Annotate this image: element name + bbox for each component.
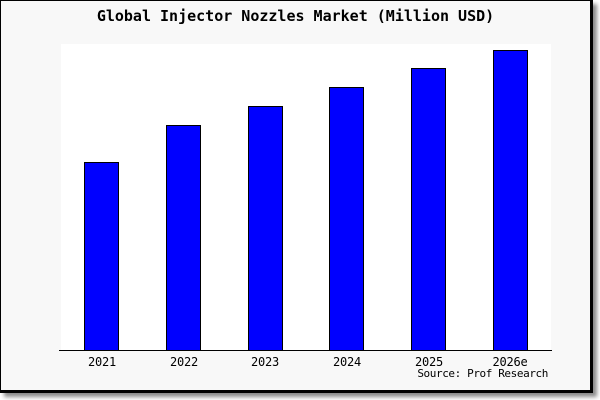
chart-canvas: Global Injector Nozzles Market (Million …	[0, 0, 593, 393]
bar-2022	[166, 125, 201, 350]
plot-area	[61, 44, 551, 350]
x-tick-2021: 2021	[87, 355, 117, 369]
x-tick-2024: 2024	[332, 355, 362, 369]
x-tick-2023: 2023	[250, 355, 280, 369]
bar-2021	[84, 162, 119, 350]
bar-2024	[329, 87, 364, 350]
x-tick-2025: 2025	[414, 355, 444, 369]
x-axis-line	[59, 350, 552, 351]
source-credit: Source: Prof Research	[417, 367, 548, 380]
x-tick-2022: 2022	[169, 355, 199, 369]
x-tick-2026e: 2026e	[492, 355, 528, 369]
bar-2026e	[493, 50, 528, 350]
bar-2025	[411, 68, 446, 350]
chart-title: Global Injector Nozzles Market (Million …	[96, 7, 495, 25]
bar-2023	[248, 106, 283, 350]
